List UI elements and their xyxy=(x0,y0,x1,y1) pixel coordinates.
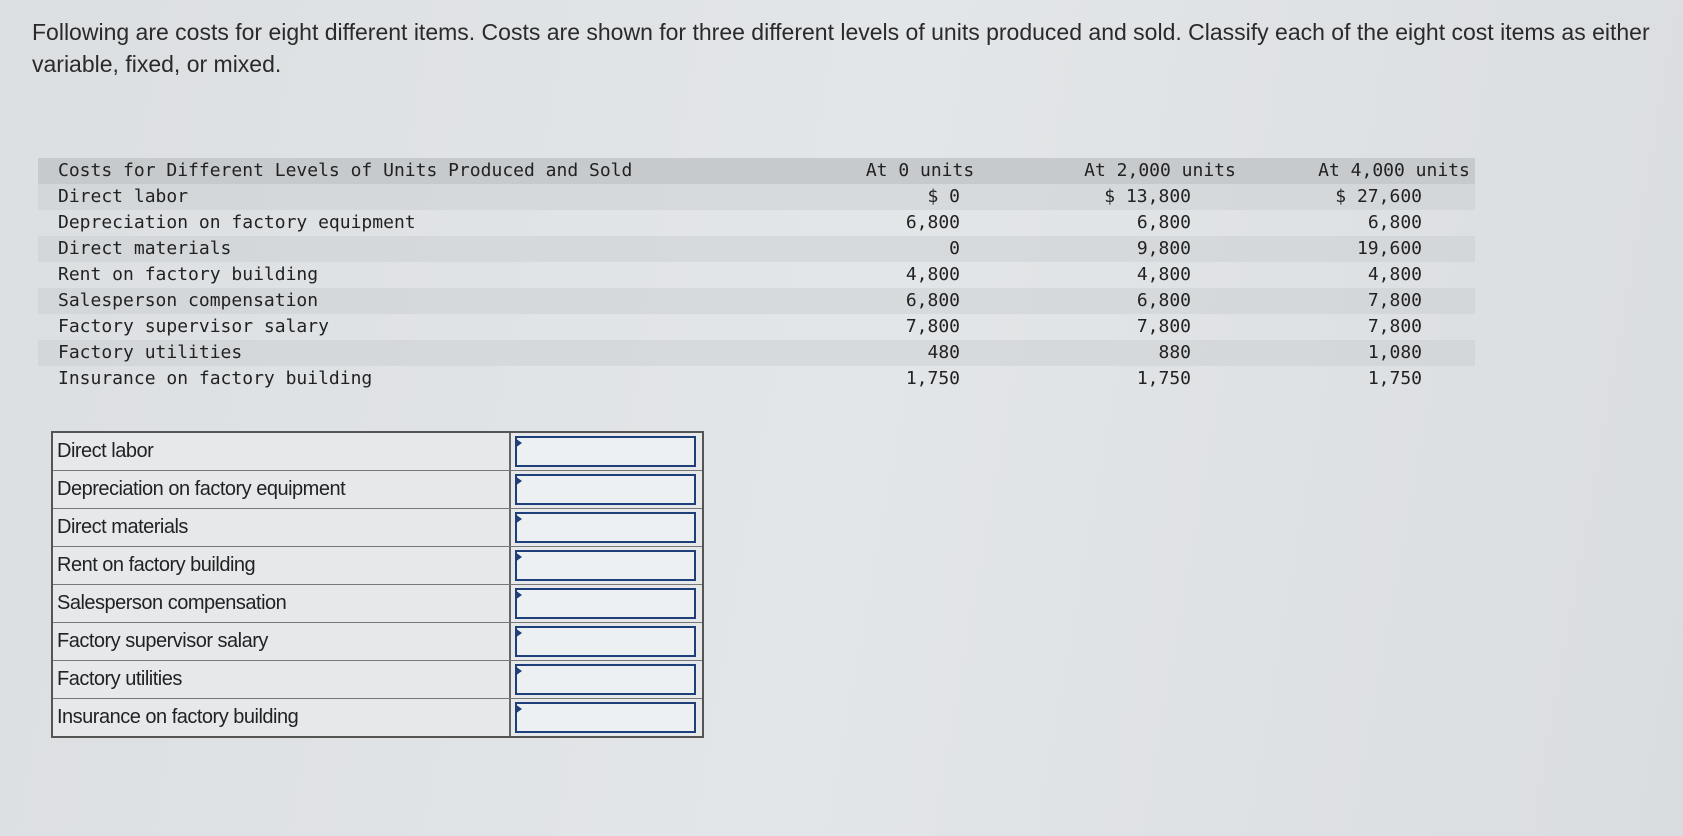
item-name: Factory utilities xyxy=(58,342,243,363)
classification-dropdown[interactable] xyxy=(515,626,696,657)
cost-value: 880 xyxy=(1158,342,1191,363)
cost-value: 4,800 xyxy=(905,264,960,285)
cost-row: Depreciation on factory equipment 6,800 6,… xyxy=(38,210,1475,236)
cost-row: Direct materials 0 9,800 19,600 xyxy=(38,236,1475,262)
cost-value: 1,750 xyxy=(905,368,960,389)
classification-dropdown[interactable] xyxy=(515,436,696,467)
cost-row: Direct labor $ 0 $ 13,800 $ 27,600 xyxy=(38,184,1475,210)
answer-row: Direct labor xyxy=(53,433,702,471)
item-name: Direct materials xyxy=(58,238,232,259)
cost-row: Rent on factory building 4,800 4,800 4,800 xyxy=(38,262,1475,288)
cost-value: 4,800 xyxy=(1136,264,1191,285)
classification-dropdown[interactable] xyxy=(515,702,696,733)
classification-dropdown[interactable] xyxy=(515,512,696,543)
item-name: Rent on factory building xyxy=(58,264,319,285)
cost-value: 4,800 xyxy=(1367,264,1422,285)
cost-value: 0 xyxy=(949,238,960,259)
item-name: Depreciation on factory equipment xyxy=(58,212,416,233)
answer-row: Factory utilities xyxy=(53,661,702,699)
question-prompt: Following are costs for eight different … xyxy=(32,19,1650,77)
classification-dropdown[interactable] xyxy=(515,474,696,505)
cost-row: Factory supervisor salary 7,800 7,800 7,800 xyxy=(38,314,1475,340)
item-name: Direct labor xyxy=(58,186,189,207)
cost-value: 6,800 xyxy=(1367,212,1422,233)
cost-value: 1,080 xyxy=(1367,342,1422,363)
item-label: Depreciation on factory equipment xyxy=(53,471,511,508)
answer-row: Direct materials xyxy=(53,509,702,547)
cost-value: 7,800 xyxy=(905,316,960,337)
column-header: At 0 units xyxy=(865,160,975,181)
cost-value: 6,800 xyxy=(1136,212,1191,233)
item-label: Direct materials xyxy=(53,509,511,546)
header-row: Costs for Different Levels of Units Prod… xyxy=(38,158,1475,184)
cost-value: $ 27,600 xyxy=(1335,186,1422,207)
item-name: Insurance on factory building xyxy=(58,368,373,389)
answer-table: Direct labor Depreciation on factory equi… xyxy=(51,431,704,738)
cost-value: 6,800 xyxy=(905,290,960,311)
answer-row: Insurance on factory building xyxy=(53,699,702,736)
cost-value: 7,800 xyxy=(1367,290,1422,311)
cost-value: 1,750 xyxy=(1136,368,1191,389)
cost-value: $ 13,800 xyxy=(1104,186,1191,207)
item-label: Direct labor xyxy=(53,433,511,470)
classification-dropdown[interactable] xyxy=(515,588,696,619)
classification-dropdown[interactable] xyxy=(515,550,696,581)
cost-row: Salesperson compensation 6,800 6,800 7,800 xyxy=(38,288,1475,314)
cost-row: Insurance on factory building 1,750 1,750 1… xyxy=(38,366,1475,392)
column-header: Costs for Different Levels of Units Prod… xyxy=(58,160,633,181)
answer-row: Rent on factory building xyxy=(53,547,702,585)
answer-row: Factory supervisor salary xyxy=(53,623,702,661)
cost-row: Factory utilities 480 880 1,080 xyxy=(38,340,1475,366)
item-label: Factory utilities xyxy=(53,661,511,698)
item-name: Salesperson compensation xyxy=(58,290,319,311)
cost-value: 7,800 xyxy=(1367,316,1422,337)
cost-value: 19,600 xyxy=(1356,238,1422,259)
cost-value: 480 xyxy=(927,342,960,363)
item-name: Factory supervisor salary xyxy=(58,316,329,337)
cost-value: $ 0 xyxy=(927,186,960,207)
cost-value: 9,800 xyxy=(1136,238,1191,259)
item-label: Salesperson compensation xyxy=(53,585,511,622)
classification-dropdown[interactable] xyxy=(515,664,696,695)
cost-value: 7,800 xyxy=(1136,316,1191,337)
item-label: Factory supervisor salary xyxy=(53,623,511,660)
column-header: At 2,000 units xyxy=(1084,160,1236,181)
cost-value: 6,800 xyxy=(905,212,960,233)
cost-value: 1,750 xyxy=(1367,368,1422,389)
answer-row: Salesperson compensation xyxy=(53,585,702,623)
answer-row: Depreciation on factory equipment xyxy=(53,471,702,509)
cost-value: 6,800 xyxy=(1136,290,1191,311)
item-label: Insurance on factory building xyxy=(53,699,511,736)
item-label: Rent on factory building xyxy=(53,547,511,584)
column-header: At 4,000 units xyxy=(1318,160,1470,181)
